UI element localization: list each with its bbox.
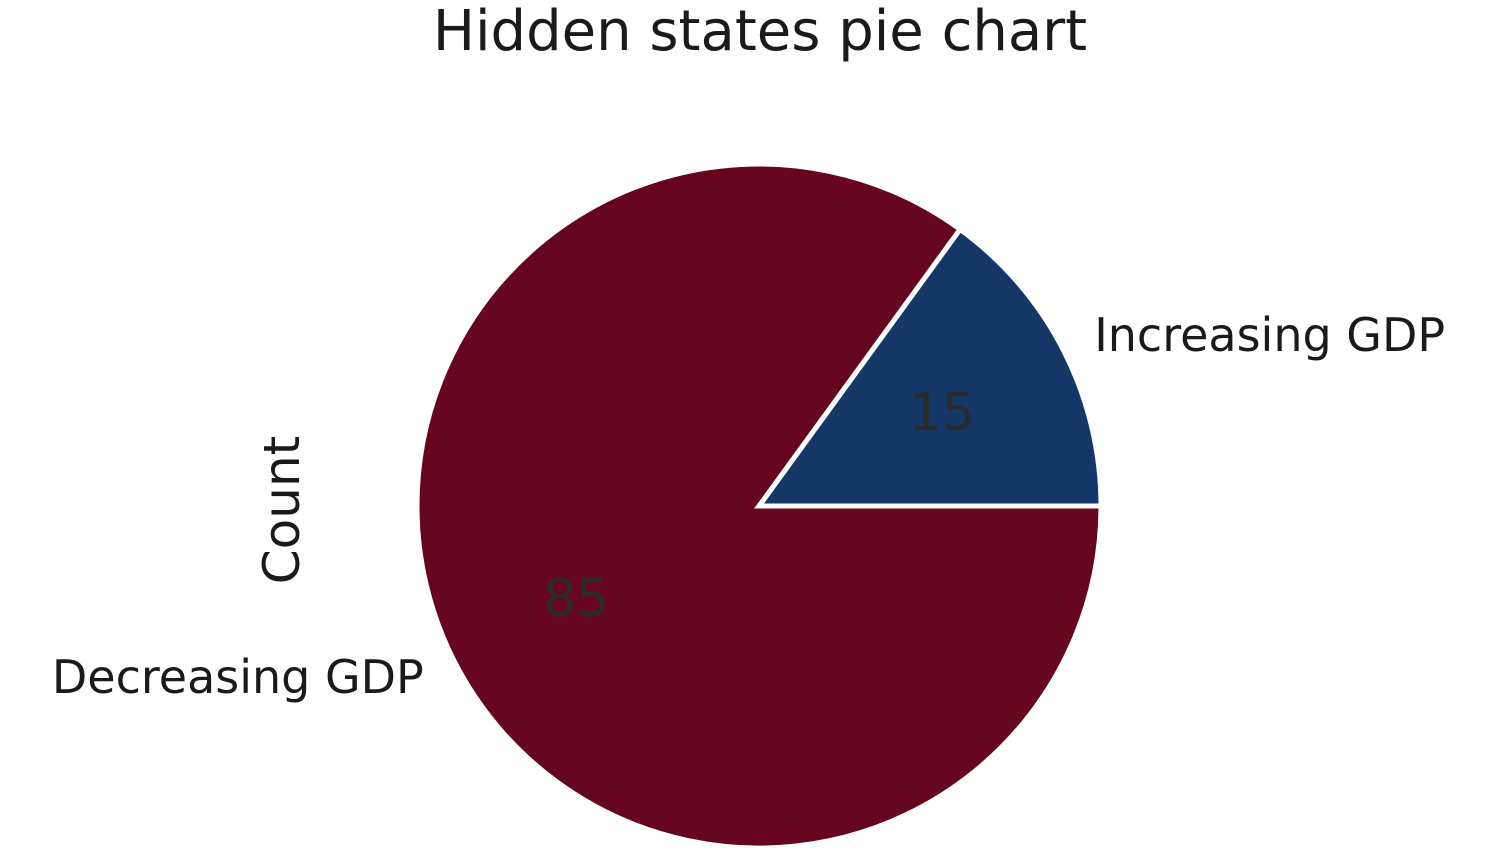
- pie-slice-increasing-gdp: [754, 225, 1104, 509]
- pie-category-label-decreasing-gdp: Decreasing GDP: [52, 650, 424, 704]
- pie-labels: 15 Increasing GDP 85 Decreasing GDP: [52, 308, 1445, 704]
- chart-title: Hidden states pie chart: [433, 0, 1087, 64]
- pie-slice-decreasing-gdp: [414, 161, 1104, 851]
- pie-value-label-increasing-gdp: 15: [909, 383, 975, 443]
- pie-value-label-decreasing-gdp: 85: [543, 569, 609, 629]
- y-axis-label: Count: [253, 436, 311, 585]
- pie-category-label-increasing-gdp: Increasing GDP: [1094, 308, 1445, 362]
- pie-slices: [414, 161, 1104, 851]
